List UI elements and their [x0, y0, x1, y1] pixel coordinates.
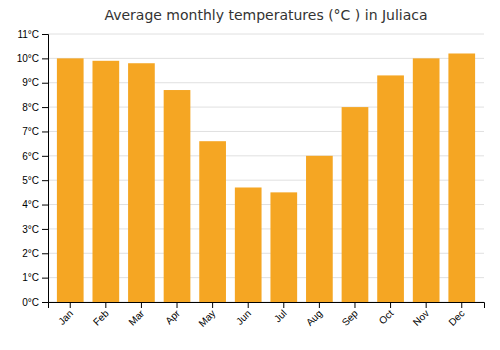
y-tick-label: 11°C	[17, 29, 39, 40]
x-tick: Jul	[272, 302, 289, 324]
x-tick-mark	[141, 302, 142, 308]
y-tick-mark	[42, 34, 48, 35]
y-tick: 9°C	[22, 77, 48, 88]
y-tick-label: 9°C	[22, 77, 39, 88]
y-tick-mark	[42, 131, 48, 132]
bar	[413, 58, 440, 302]
bar	[92, 61, 119, 302]
x-tick-label: Dec	[446, 308, 466, 328]
y-axis-line	[42, 35, 49, 303]
x-tick: Aug	[304, 302, 324, 328]
bar	[342, 107, 369, 302]
y-tick-label: 6°C	[22, 151, 39, 162]
bar	[128, 63, 155, 302]
x-tick-label: Mar	[126, 307, 146, 327]
y-tick-mark	[42, 180, 48, 181]
x-tick-label: Aug	[304, 308, 324, 328]
x-tick-mark	[248, 302, 249, 308]
bar	[57, 58, 84, 302]
y-tick-label: 0°C	[22, 297, 39, 308]
x-tick: Jan	[56, 302, 75, 327]
x-tick-mark	[461, 302, 462, 308]
x-axis-line	[49, 303, 485, 309]
y-tick-label: 5°C	[22, 175, 39, 186]
x-tick-label: Nov	[411, 308, 431, 328]
bar	[377, 75, 404, 302]
x-tick-mark	[283, 302, 284, 308]
x-tick-label: Jun	[234, 308, 253, 327]
x-tick: May	[196, 302, 217, 329]
x-axis: Jan Feb Mar Apr May Jun Jul Aug Sep Oct Nov Dec	[49, 302, 485, 329]
y-tick: 6°C	[22, 151, 48, 162]
y-tick: 4°C	[22, 199, 48, 210]
x-tick-label: Sep	[340, 307, 361, 328]
x-tick-label: Feb	[91, 307, 111, 327]
y-tick-mark	[42, 58, 48, 59]
y-tick: 8°C	[22, 102, 48, 113]
x-tick: Dec	[446, 302, 466, 328]
x-tick-label: Jul	[272, 308, 289, 325]
grid-line	[48, 34, 484, 35]
x-tick-mark	[105, 302, 106, 308]
y-tick-mark	[42, 278, 48, 279]
y-tick: 1°C	[22, 272, 48, 283]
x-tick-mark	[319, 302, 320, 308]
x-tick-mark	[70, 302, 71, 308]
bar	[306, 156, 333, 302]
x-tick-mark	[426, 302, 427, 308]
y-tick-mark	[42, 229, 48, 230]
y-tick-label: 1°C	[22, 272, 39, 283]
x-tick: Mar	[126, 302, 146, 328]
bar	[235, 187, 262, 302]
y-tick: 11°C	[17, 29, 48, 40]
y-tick: 0°C	[22, 297, 48, 308]
x-tick-label: Oct	[377, 308, 396, 327]
x-tick: Sep	[340, 302, 361, 328]
y-tick: 5°C	[22, 175, 48, 186]
y-tick-mark	[42, 253, 48, 254]
y-axis: 0°C 1°C 2°C 3°C 4°C 5°C 6°C 7°C 8°C 9°C 10°C 11°C	[17, 29, 49, 308]
y-tick-mark	[42, 83, 48, 84]
chart: Jan Feb Mar Apr May Jun Jul Aug Sep Oct Nov Dec 0°C 1…	[0, 0, 500, 350]
x-tick-mark	[177, 302, 178, 308]
x-tick-mark	[212, 302, 213, 308]
bar	[270, 192, 297, 302]
y-tick-mark	[42, 156, 48, 157]
x-tick: Feb	[91, 302, 111, 328]
x-tick-label: Jan	[56, 308, 75, 327]
y-tick-label: 7°C	[22, 126, 39, 137]
y-tick-label: 8°C	[22, 102, 39, 113]
y-tick: 10°C	[17, 53, 48, 64]
y-tick: 3°C	[22, 224, 48, 235]
y-tick-label: 4°C	[22, 199, 39, 210]
y-tick-mark	[42, 205, 48, 206]
y-tick-mark	[42, 107, 48, 108]
y-tick: 7°C	[22, 126, 48, 137]
grid	[48, 34, 484, 302]
x-tick: Oct	[377, 302, 396, 326]
bar	[448, 53, 475, 302]
x-tick-label: Apr	[163, 307, 182, 326]
title: Average monthly temperatures (°C ) in Ju…	[104, 7, 427, 23]
y-tick-label: 3°C	[22, 224, 39, 235]
y-tick: 2°C	[22, 248, 48, 259]
x-tick-mark	[390, 302, 391, 308]
y-tick-mark	[42, 302, 48, 303]
bar	[164, 90, 191, 302]
plot: Jan Feb Mar Apr May Jun Jul Aug Sep Oct Nov Dec 0°C 1…	[17, 29, 485, 329]
x-tick: Apr	[163, 302, 182, 326]
bar	[199, 141, 226, 302]
y-tick-label: 2°C	[22, 248, 39, 259]
x-tick: Nov	[411, 302, 431, 328]
y-tick-label: 10°C	[17, 53, 39, 64]
bars	[57, 53, 475, 302]
x-tick-mark	[354, 302, 355, 308]
x-tick-label: May	[196, 308, 217, 329]
x-tick: Jun	[234, 302, 253, 327]
